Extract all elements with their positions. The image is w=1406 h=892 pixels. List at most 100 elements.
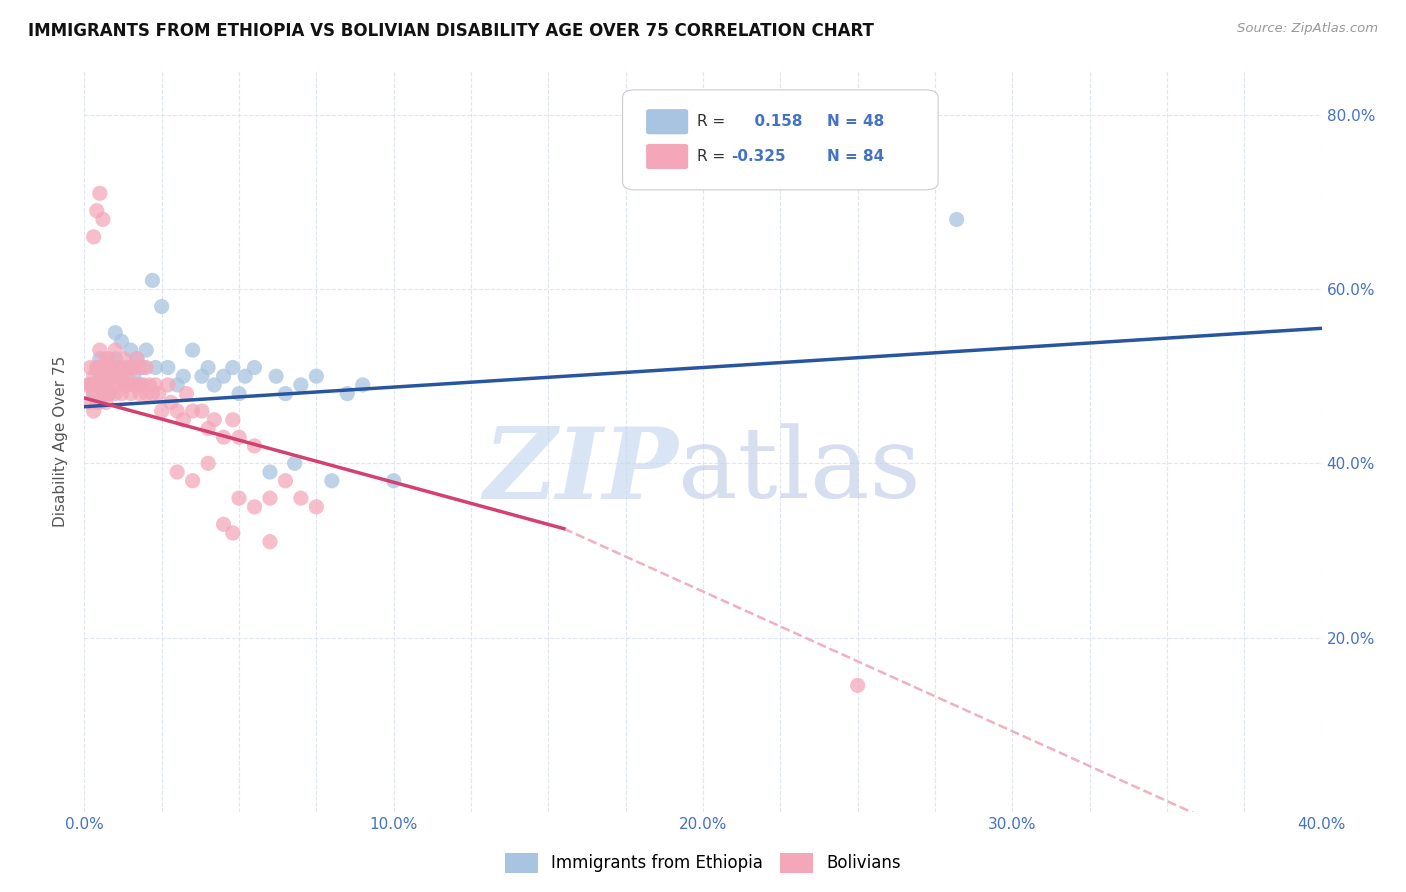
- Point: [76, 378, 98, 392]
- Point: [197, 456, 219, 470]
- Point: [110, 360, 132, 375]
- Point: [846, 678, 869, 692]
- Point: [259, 491, 281, 505]
- Text: ZIP: ZIP: [484, 423, 678, 519]
- Point: [122, 360, 145, 375]
- Point: [264, 369, 287, 384]
- Point: [290, 378, 312, 392]
- Point: [274, 386, 297, 401]
- Point: [228, 491, 250, 505]
- Point: [98, 386, 121, 401]
- Point: [94, 369, 117, 384]
- Point: [138, 378, 160, 392]
- Point: [228, 430, 250, 444]
- FancyBboxPatch shape: [623, 90, 938, 190]
- Point: [114, 378, 136, 392]
- Point: [181, 343, 204, 357]
- Point: [212, 369, 235, 384]
- Point: [89, 360, 111, 375]
- Point: [125, 378, 148, 392]
- FancyBboxPatch shape: [647, 109, 688, 135]
- Point: [122, 378, 145, 392]
- Point: [89, 186, 111, 201]
- Point: [86, 360, 108, 375]
- Point: [259, 534, 281, 549]
- Point: [86, 360, 108, 375]
- Point: [150, 404, 173, 418]
- Point: [79, 378, 101, 392]
- Point: [86, 203, 108, 218]
- Point: [145, 378, 167, 392]
- Point: [145, 360, 167, 375]
- Point: [83, 230, 105, 244]
- Legend: Immigrants from Ethiopia, Bolivians: Immigrants from Ethiopia, Bolivians: [498, 847, 908, 880]
- Point: [129, 378, 152, 392]
- Point: [79, 360, 101, 375]
- Point: [107, 360, 129, 375]
- Point: [125, 351, 148, 366]
- Point: [284, 456, 307, 470]
- Point: [110, 334, 132, 349]
- Point: [181, 474, 204, 488]
- Point: [120, 386, 142, 401]
- Point: [336, 386, 359, 401]
- Point: [160, 395, 183, 409]
- Point: [89, 351, 111, 366]
- Point: [132, 360, 155, 375]
- Point: [120, 360, 142, 375]
- Point: [86, 395, 108, 409]
- Point: [104, 351, 127, 366]
- Point: [117, 369, 139, 384]
- Point: [243, 439, 266, 453]
- Point: [117, 360, 139, 375]
- Text: N = 48: N = 48: [827, 114, 884, 129]
- Point: [83, 369, 105, 384]
- Point: [305, 369, 328, 384]
- Point: [243, 500, 266, 514]
- Point: [212, 430, 235, 444]
- Point: [382, 474, 405, 488]
- Point: [166, 378, 188, 392]
- Point: [243, 360, 266, 375]
- Point: [197, 360, 219, 375]
- Point: [166, 465, 188, 479]
- Point: [79, 378, 101, 392]
- Point: [94, 360, 117, 375]
- Point: [132, 378, 155, 392]
- Point: [156, 378, 179, 392]
- Point: [101, 378, 124, 392]
- Point: [104, 369, 127, 384]
- Text: 0.158: 0.158: [744, 114, 803, 129]
- Point: [135, 360, 157, 375]
- Text: IMMIGRANTS FROM ETHIOPIA VS BOLIVIAN DISABILITY AGE OVER 75 CORRELATION CHART: IMMIGRANTS FROM ETHIOPIA VS BOLIVIAN DIS…: [28, 22, 875, 40]
- Point: [117, 378, 139, 392]
- Point: [122, 369, 145, 384]
- Point: [172, 413, 194, 427]
- Point: [114, 378, 136, 392]
- Point: [172, 369, 194, 384]
- Text: N = 84: N = 84: [827, 149, 884, 164]
- Point: [83, 386, 105, 401]
- Point: [222, 360, 245, 375]
- Point: [228, 386, 250, 401]
- Point: [181, 404, 204, 418]
- Point: [222, 413, 245, 427]
- Text: -0.325: -0.325: [731, 149, 786, 164]
- Point: [101, 360, 124, 375]
- Point: [83, 404, 105, 418]
- Point: [156, 360, 179, 375]
- Point: [91, 378, 114, 392]
- Point: [114, 351, 136, 366]
- Point: [166, 404, 188, 418]
- Point: [104, 343, 127, 357]
- Point: [129, 386, 152, 401]
- Text: R =: R =: [697, 149, 725, 164]
- Point: [274, 474, 297, 488]
- Point: [107, 378, 129, 392]
- Point: [945, 212, 967, 227]
- Point: [91, 386, 114, 401]
- Point: [98, 386, 121, 401]
- Point: [107, 369, 129, 384]
- Point: [125, 351, 148, 366]
- Point: [89, 369, 111, 384]
